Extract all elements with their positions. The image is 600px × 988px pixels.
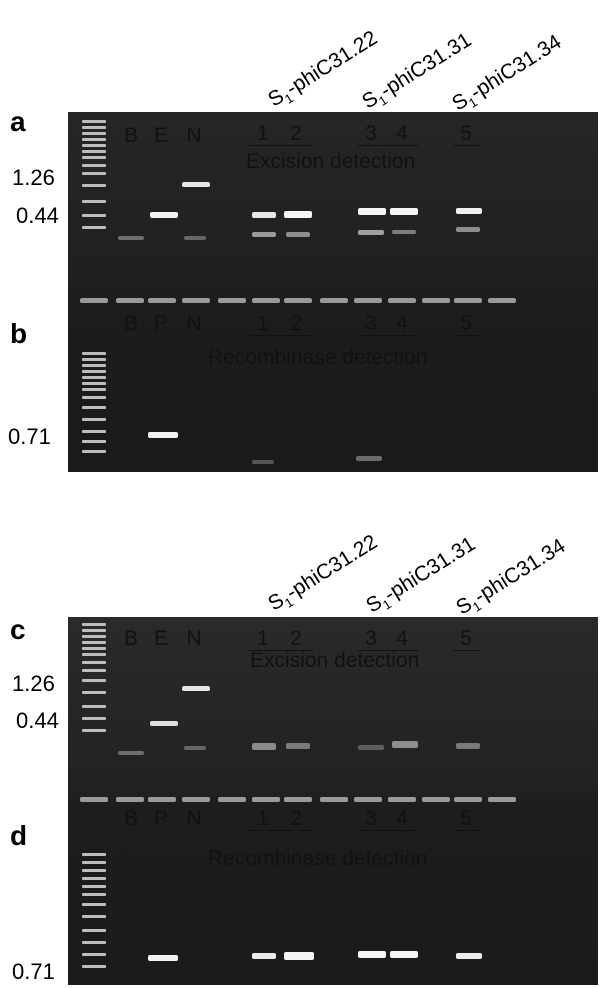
lane-label-N-d: N <box>186 807 202 830</box>
band-3-a <box>358 208 386 215</box>
underline-strain-31-d <box>358 830 418 831</box>
lane-label-4-a: 4 <box>396 122 408 145</box>
lane-label-B-b: B <box>123 312 138 335</box>
panel-letter-c: c <box>10 614 26 645</box>
lane-label-3-b: 3 <box>365 312 377 335</box>
size-label-0-44-c: 0.44 <box>16 708 59 733</box>
band-5-lower-c <box>456 743 480 749</box>
underline-strain-22-b <box>249 335 313 336</box>
band-4-d <box>390 951 418 958</box>
underline-strain-34-b <box>453 335 481 336</box>
lane-label-2-a: 2 <box>290 122 302 145</box>
band-P-0-71-b <box>148 432 178 438</box>
lane-label-P-d: P <box>153 807 168 830</box>
lane-label-2-d: 2 <box>290 807 302 830</box>
lane-label-1-a: 1 <box>257 122 269 145</box>
band-primer-dimer-N-a <box>184 236 206 240</box>
band-primer-dimer-B-a <box>118 236 144 240</box>
band-N-1-26-c <box>182 686 210 691</box>
band-E-0-44-c <box>150 721 178 726</box>
section-title-excision-c: Excision detection <box>250 649 420 672</box>
band-P-0-71-d <box>148 955 178 961</box>
band-1-a <box>252 212 276 218</box>
band-1-lower-c <box>252 743 276 750</box>
lane-label-2-b: 2 <box>290 312 302 335</box>
lane-label-3-d: 3 <box>365 807 377 830</box>
band-4-lower-c <box>392 741 418 748</box>
band-1-faint-b <box>252 460 274 464</box>
lane-label-1-c: 1 <box>257 627 269 650</box>
underline-strain-31-c <box>358 650 418 651</box>
size-label-0-44-a: 0.44 <box>16 203 59 228</box>
band-5-a <box>456 208 482 214</box>
band-5-d <box>456 953 482 959</box>
panel-letter-a: a <box>10 106 26 137</box>
size-label-1-26-c: 1.26 <box>12 671 55 696</box>
lane-label-N-a: N <box>186 124 202 147</box>
lane-label-5-d: 5 <box>460 807 472 830</box>
lane-label-3-a: 3 <box>365 122 377 145</box>
lane-label-5-b: 5 <box>460 312 472 335</box>
lane-label-B-d: B <box>123 807 138 830</box>
band-2-lower-c <box>286 743 310 749</box>
lane-label-E-a: E <box>153 124 168 147</box>
underline-strain-22-c <box>249 650 313 651</box>
lane-label-4-d: 4 <box>396 807 408 830</box>
underline-strain-34-a <box>453 145 481 146</box>
band-3-lower-c <box>358 745 384 750</box>
band-1-lower-a <box>252 232 276 237</box>
section-title-recombinase-d: Recombinase detection <box>208 847 428 870</box>
band-N-1-26-a <box>182 182 210 187</box>
band-5-lower-a <box>456 227 480 232</box>
band-2-d <box>284 952 314 960</box>
band-3-d <box>358 951 386 958</box>
panel-letter-d: d <box>10 820 28 851</box>
lane-label-N-c: N <box>186 627 202 650</box>
lane-label-4-b: 4 <box>396 312 408 335</box>
lane-label-3-c: 3 <box>365 627 377 650</box>
underline-strain-34-d <box>453 830 481 831</box>
size-label-0-71-b: 0.71 <box>8 424 51 449</box>
underline-strain-31-a <box>358 145 418 146</box>
band-primer-dimer-N-c <box>184 746 206 750</box>
gel-image-bottom: B E N 1 2 3 4 5 Excision detection <box>68 617 598 985</box>
strain-label-22-bottom: S1-phiC31.22 <box>264 530 382 616</box>
lane-label-5-c: 5 <box>460 627 472 650</box>
band-2-lower-a <box>286 232 310 237</box>
band-primer-dimer-B-c <box>118 751 144 755</box>
lane-label-2-c: 2 <box>290 627 302 650</box>
band-4-a <box>390 208 418 215</box>
lane-label-1-b: 1 <box>257 312 269 335</box>
size-label-1-26-a: 1.26 <box>12 165 55 190</box>
lane-label-E-c: E <box>153 627 168 650</box>
panel-letter-b: b <box>10 318 28 349</box>
section-title-recombinase-b: Recombinase detection <box>208 346 428 369</box>
band-3-lower-a <box>358 230 384 235</box>
lane-label-N-b: N <box>186 312 202 335</box>
underline-strain-34-c <box>453 650 481 651</box>
lane-label-5-a: 5 <box>460 122 472 145</box>
band-4-lower-a <box>392 230 416 234</box>
band-3-faint-b <box>356 456 382 461</box>
gel-image-top: B E N 1 2 3 4 5 Excision detection <box>68 112 598 472</box>
lane-label-B-a: B <box>123 124 138 147</box>
underline-strain-31-b <box>358 335 418 336</box>
underline-strain-22-d <box>249 830 313 831</box>
lane-label-1-d: 1 <box>257 807 269 830</box>
lane-label-B-c: B <box>123 627 138 650</box>
band-1-d <box>252 953 276 959</box>
underline-strain-22-a <box>249 145 313 146</box>
size-label-0-71-d: 0.71 <box>12 959 55 984</box>
section-title-excision-a: Excision detection <box>246 150 416 173</box>
band-2-a <box>284 211 312 218</box>
band-E-0-44-a <box>150 212 178 218</box>
lane-label-4-c: 4 <box>396 627 408 650</box>
lane-label-P-b: P <box>153 312 168 335</box>
